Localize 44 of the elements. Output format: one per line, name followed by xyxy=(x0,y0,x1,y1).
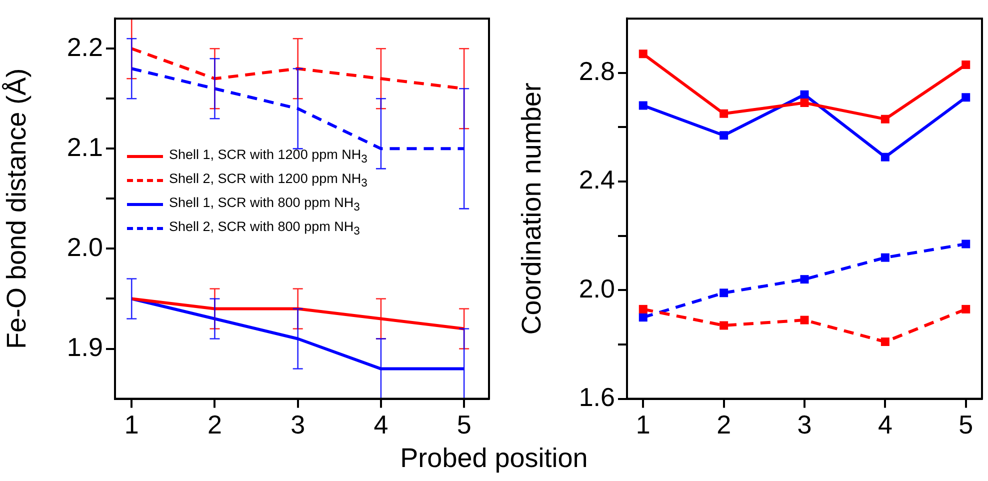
y-tick-label: 2.4 xyxy=(578,164,615,195)
x-axis-title: Probed position xyxy=(399,443,589,474)
point xyxy=(720,321,728,330)
point xyxy=(638,101,648,110)
point xyxy=(880,338,890,346)
x-tick-label: 4 xyxy=(374,410,388,440)
point xyxy=(800,275,809,284)
point xyxy=(800,98,809,108)
point xyxy=(962,240,970,248)
point xyxy=(638,304,648,314)
y-tick-label: 1.9 xyxy=(66,332,103,362)
x-tick-label: 3 xyxy=(290,410,306,440)
legend-label: Shell 1, SCR with 800 ppm NH$_{3}$ xyxy=(169,194,360,214)
x-tick-label: 4 xyxy=(878,410,892,440)
y-axis-title: Coordination number xyxy=(516,82,547,335)
point xyxy=(962,304,970,314)
y-tick-label: 2.2 xyxy=(66,32,103,62)
x-tick-label: 1 xyxy=(124,410,139,440)
y-tick-label: 1.6 xyxy=(578,382,615,412)
x-tick-label: 2 xyxy=(716,410,732,440)
point xyxy=(880,253,890,262)
y-tick-label: 2.0 xyxy=(66,232,103,262)
x-tick-label: 1 xyxy=(636,410,650,440)
legend-label: Shell 2, SCR with 800 ppm NH$_{3}$ xyxy=(169,218,360,238)
x-tick-label: 5 xyxy=(456,410,472,440)
y-axis-title: Fe-O bond distance (Å) xyxy=(2,68,32,350)
point xyxy=(720,109,728,118)
point xyxy=(638,313,648,322)
x-tick-label: 3 xyxy=(797,410,812,440)
point xyxy=(720,288,728,298)
y-tick-label: 2.8 xyxy=(578,56,615,86)
point xyxy=(962,60,970,70)
x-tick-label: 2 xyxy=(208,410,222,440)
point xyxy=(800,316,809,324)
point xyxy=(720,131,728,140)
point xyxy=(880,152,890,162)
point xyxy=(638,50,648,58)
legend-label: Shell 1, SCR with 1200 ppm NH$_{3}$ xyxy=(169,146,368,166)
legend-label: Shell 2, SCR with 1200 ppm NH$_{3}$ xyxy=(169,170,368,190)
y-tick-label: 2.0 xyxy=(578,273,615,304)
y-tick-label: 2.1 xyxy=(66,132,103,162)
point xyxy=(962,93,970,102)
point xyxy=(880,114,890,124)
x-tick-label: 5 xyxy=(958,410,974,440)
